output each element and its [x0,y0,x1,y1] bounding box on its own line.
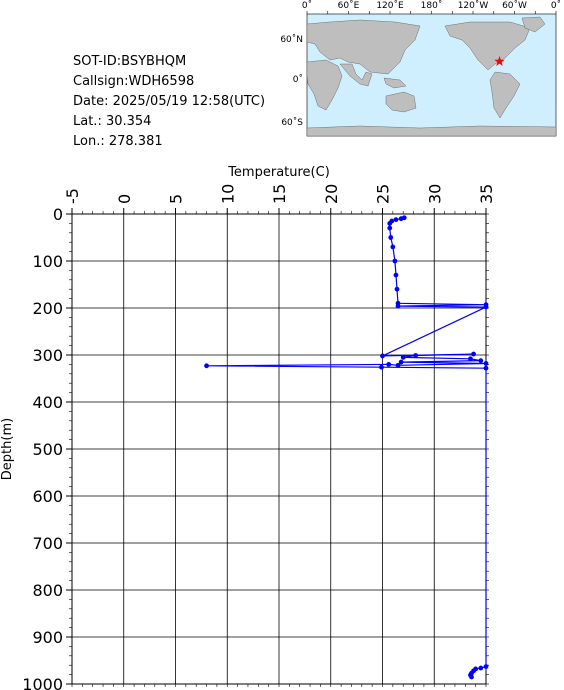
y-tick-label: 100 [32,252,63,271]
sot-id-label: SOT-ID:BSYBHQM [73,54,187,69]
y-tick-label: 800 [32,581,63,600]
y-tick-label: 200 [32,299,63,318]
x-tick-label: 35 [477,184,496,204]
temperature-data-point [395,362,401,368]
temperature-data-point [393,217,399,223]
y-tick-label: 300 [32,346,63,365]
temperature-data-point [468,356,473,362]
temperature-data-point [478,358,484,364]
x-tick-label: 10 [218,184,237,204]
map-latitude-label: 0˚ [293,74,303,85]
temperature-data-point [392,258,398,264]
x-tick-label: 5 [167,194,186,204]
temperature-data-point [398,359,404,365]
x-tick-label: 15 [270,184,289,204]
temperature-data-point [387,225,393,231]
x-tick-label: 20 [322,184,341,204]
chart-grid [71,213,487,685]
temperature-data-point [471,351,476,357]
map-latitude-labels: 60˚N 0˚ 60˚S [280,34,303,128]
y-axis-ticks: 0 100 200 300 400 500 600 700 800 900 1000 [22,205,489,690]
x-tick-label: 0 [115,194,134,204]
date-label: Date: 2025/05/19 12:58(UTC) [73,94,266,109]
temperature-data-point [395,303,401,309]
y-tick-label: 700 [32,534,63,553]
map-longitude-label: 180˚ [421,0,443,11]
map-longitude-label: 0˚ [302,0,312,11]
temperature-data-point [398,216,404,222]
temperature-data-point [390,244,396,250]
temperature-data-point [469,674,474,680]
x-tick-label: 30 [425,184,444,204]
x-tick-label: 25 [374,184,393,204]
temperature-data-point [483,664,489,670]
temperature-data-point [483,304,489,310]
temperature-data-point [379,364,384,370]
world-map: 0˚ 60˚E 120˚E 180˚ 120˚W 60˚W 0˚ 60˚N 0˚ 60˚S ★ [280,0,561,137]
y-tick-label: 1000 [22,675,63,690]
y-tick-label: 600 [32,487,63,506]
map-longitude-label: 0˚ [551,0,561,11]
y-tick-label: 500 [32,440,63,459]
x-axis-ticks: -5 0 5 10 15 20 25 30 35 [63,184,496,687]
map-frame-ticks [306,11,557,14]
callsign-label: Callsign:WDH6598 [73,74,195,89]
temperature-data-point [483,365,489,371]
temperature-data-point [483,361,489,366]
x-tick-label: -5 [63,188,82,204]
temperature-data-point [380,353,385,359]
map-land [306,16,557,137]
temperature-data-point [388,235,394,240]
map-longitude-label: 120˚E [376,0,404,11]
temperature-data-point [204,363,209,369]
map-longitude-label: 120˚W [458,0,489,11]
temperature-data-point [387,221,393,226]
y-tick-label: 900 [32,628,63,647]
map-longitude-label: 60˚E [338,0,360,11]
map-longitude-labels: 0˚ 60˚E 120˚E 180˚ 120˚W 60˚W 0˚ [302,0,561,11]
map-latitude-label: 60˚N [280,34,303,45]
float-info-panel: SOT-ID:BSYBHQM Callsign:WDH6598 Date: 20… [73,52,265,152]
latitude-label: Lat.: 30.354 [73,114,152,129]
temperature-data-point [478,665,484,671]
temperature-data-point [400,354,406,360]
float-location-marker: ★ [493,54,506,70]
longitude-label: Lon.: 278.381 [73,134,163,149]
map-longitude-label: 60˚W [502,0,527,11]
temperature-data-point [413,353,419,358]
temperature-data-point [386,362,392,367]
temperature-data-point [393,272,399,278]
x-axis-title: Temperature(C) [227,165,330,180]
temperature-data-point [394,286,400,292]
map-latitude-label: 60˚S [281,117,303,128]
y-tick-label: 0 [53,205,63,224]
temperature-profile [204,215,489,680]
temperature-profile-line [206,217,487,678]
y-axis-title: Depth(m) [0,418,15,480]
y-tick-label: 400 [32,393,63,412]
